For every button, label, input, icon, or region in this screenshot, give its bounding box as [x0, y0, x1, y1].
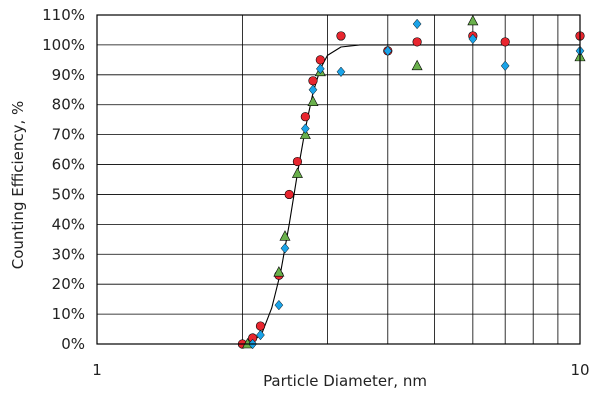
circle-marker — [284, 189, 294, 200]
circle-marker — [300, 112, 310, 122]
y-tick-label: 80% — [52, 96, 85, 114]
plot-frame — [96, 14, 581, 345]
tick-labels: 0% 10% 20% 30% 40% 50% 60% 70% 80% 90% 100% 110% 1 10 — [42, 6, 589, 379]
diamond-marker — [468, 33, 478, 45]
diamond-marker — [308, 84, 318, 95]
circle-marker — [500, 37, 510, 47]
y-tick-label: 40% — [52, 215, 85, 233]
y-tick-label: 10% — [52, 305, 85, 323]
circle-marker — [308, 76, 318, 86]
circle-marker — [255, 321, 266, 331]
triangle-marker — [273, 266, 285, 277]
circle-marker — [315, 55, 325, 65]
y-tick-label: 70% — [52, 126, 85, 144]
y-tick-label: 90% — [52, 66, 85, 84]
axes — [96, 14, 581, 345]
diamond-marker — [274, 299, 284, 311]
circle-marker — [412, 37, 422, 47]
x-axis-title: Particle Diameter, nm — [263, 372, 427, 389]
triangle-marker — [467, 14, 479, 26]
triangle-marker — [291, 167, 303, 178]
diamond-marker — [256, 329, 265, 341]
diamond-marker — [280, 243, 290, 254]
triangle-marker — [279, 230, 291, 241]
diamond-marker — [316, 63, 325, 75]
y-tick-label: 100% — [42, 36, 85, 54]
diamond-marker — [412, 18, 422, 30]
y-tick-label: 50% — [52, 185, 85, 203]
circle-marker — [292, 156, 303, 167]
y-axis-title: Counting Efficiency, % — [9, 101, 27, 270]
y-tick-label: 110% — [42, 6, 85, 24]
y-tick-label: 30% — [52, 245, 85, 263]
triangle-marker — [411, 59, 423, 71]
diamond-marker — [500, 60, 510, 72]
x-tick-label: 1 — [92, 361, 102, 379]
diamond-marker — [336, 66, 346, 78]
y-tick-label: 20% — [52, 275, 85, 293]
circle-marker — [336, 31, 346, 41]
y-tick-label: 0% — [61, 335, 85, 353]
x-tick-label: 10 — [570, 361, 589, 379]
y-tick-label: 60% — [52, 156, 85, 174]
triangle-marker — [299, 128, 311, 139]
diamond-marker — [301, 123, 310, 134]
triangle-marker — [307, 95, 319, 107]
diamond-marker — [383, 45, 393, 57]
